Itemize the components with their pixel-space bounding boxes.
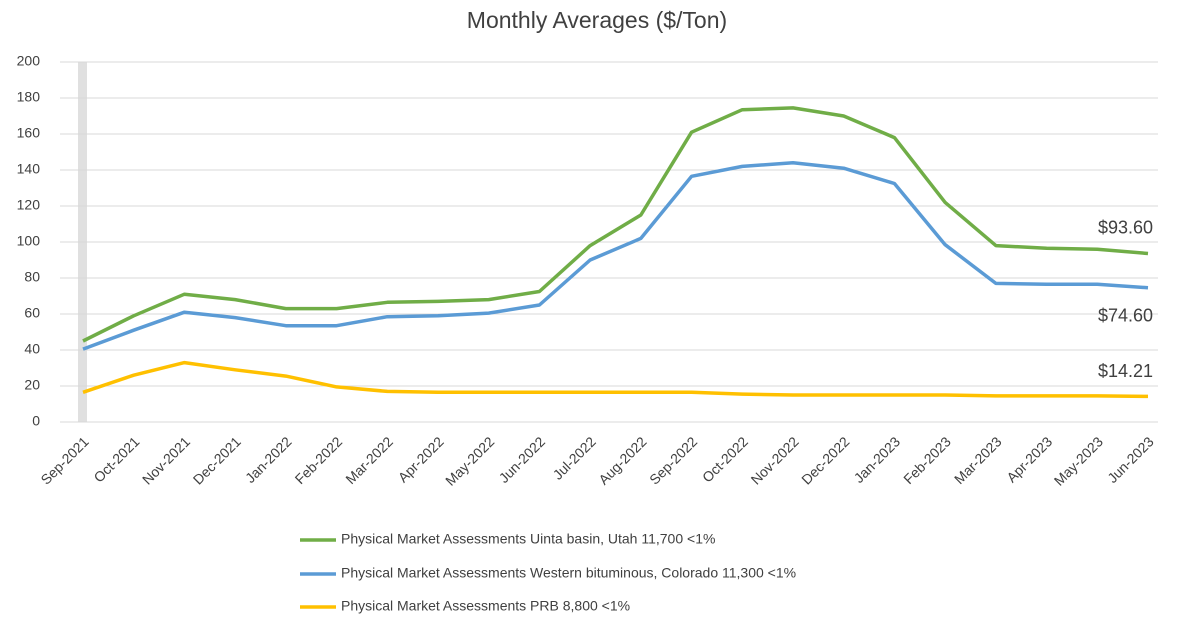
x-tick-label: Mar-2022 (342, 433, 396, 487)
y-tick-label: 200 (17, 53, 41, 69)
x-tick-label: Aug-2022 (595, 433, 649, 487)
x-tick-label: Jan-2022 (242, 433, 295, 486)
x-tick-label: Mar-2023 (951, 433, 1005, 487)
x-tick-label: Jun-2023 (1104, 433, 1157, 486)
chart-title: Monthly Averages ($/Ton) (467, 7, 727, 33)
series-line (82, 106, 1149, 343)
y-tick-label: 180 (17, 89, 41, 105)
y-tick-label: 120 (17, 197, 41, 213)
y-tick-label: 20 (24, 377, 40, 393)
x-tick-label: Apr-2023 (1003, 433, 1055, 485)
x-tick-label: May-2023 (1051, 433, 1106, 488)
x-tick-label: Jan-2023 (851, 433, 904, 486)
x-tick-label: May-2022 (442, 433, 497, 488)
y-tick-label: 140 (17, 161, 41, 177)
y-tick-label: 0 (32, 413, 40, 429)
legend-label: Physical Market Assessments Western bitu… (341, 565, 796, 581)
x-tick-label: Dec-2021 (190, 433, 244, 487)
x-tick-label: Oct-2021 (90, 433, 142, 485)
x-tick-label: Feb-2023 (900, 433, 954, 487)
x-tick-label: Dec-2022 (798, 433, 852, 487)
x-tick-label: Nov-2021 (139, 433, 193, 487)
y-tick-label: 160 (17, 125, 41, 141)
data-label: $93.60 (1098, 217, 1153, 237)
y-tick-label: 80 (24, 269, 40, 285)
y-tick-label: 40 (24, 341, 40, 357)
y-tick-label: 100 (17, 233, 41, 249)
series-line (82, 360, 1149, 399)
legend-label: Physical Market Assessments PRB 8,800 <1… (341, 598, 630, 614)
legend-label: Physical Market Assessments Uinta basin,… (341, 531, 715, 547)
x-tick-label: Jul-2022 (550, 433, 599, 482)
x-tick-label: Apr-2022 (395, 433, 447, 485)
x-tick-label: Sep-2022 (646, 433, 700, 487)
data-label: $74.60 (1098, 305, 1153, 325)
y-tick-label: 60 (24, 305, 40, 321)
x-tick-label: Jun-2022 (496, 433, 549, 486)
x-tick-label: Nov-2022 (748, 433, 802, 487)
series-line (82, 161, 1149, 351)
x-tick-label: Oct-2022 (699, 433, 751, 485)
x-tick-label: Feb-2022 (292, 433, 346, 487)
data-label: $14.21 (1098, 361, 1153, 381)
x-tick-label: Sep-2021 (37, 433, 91, 487)
